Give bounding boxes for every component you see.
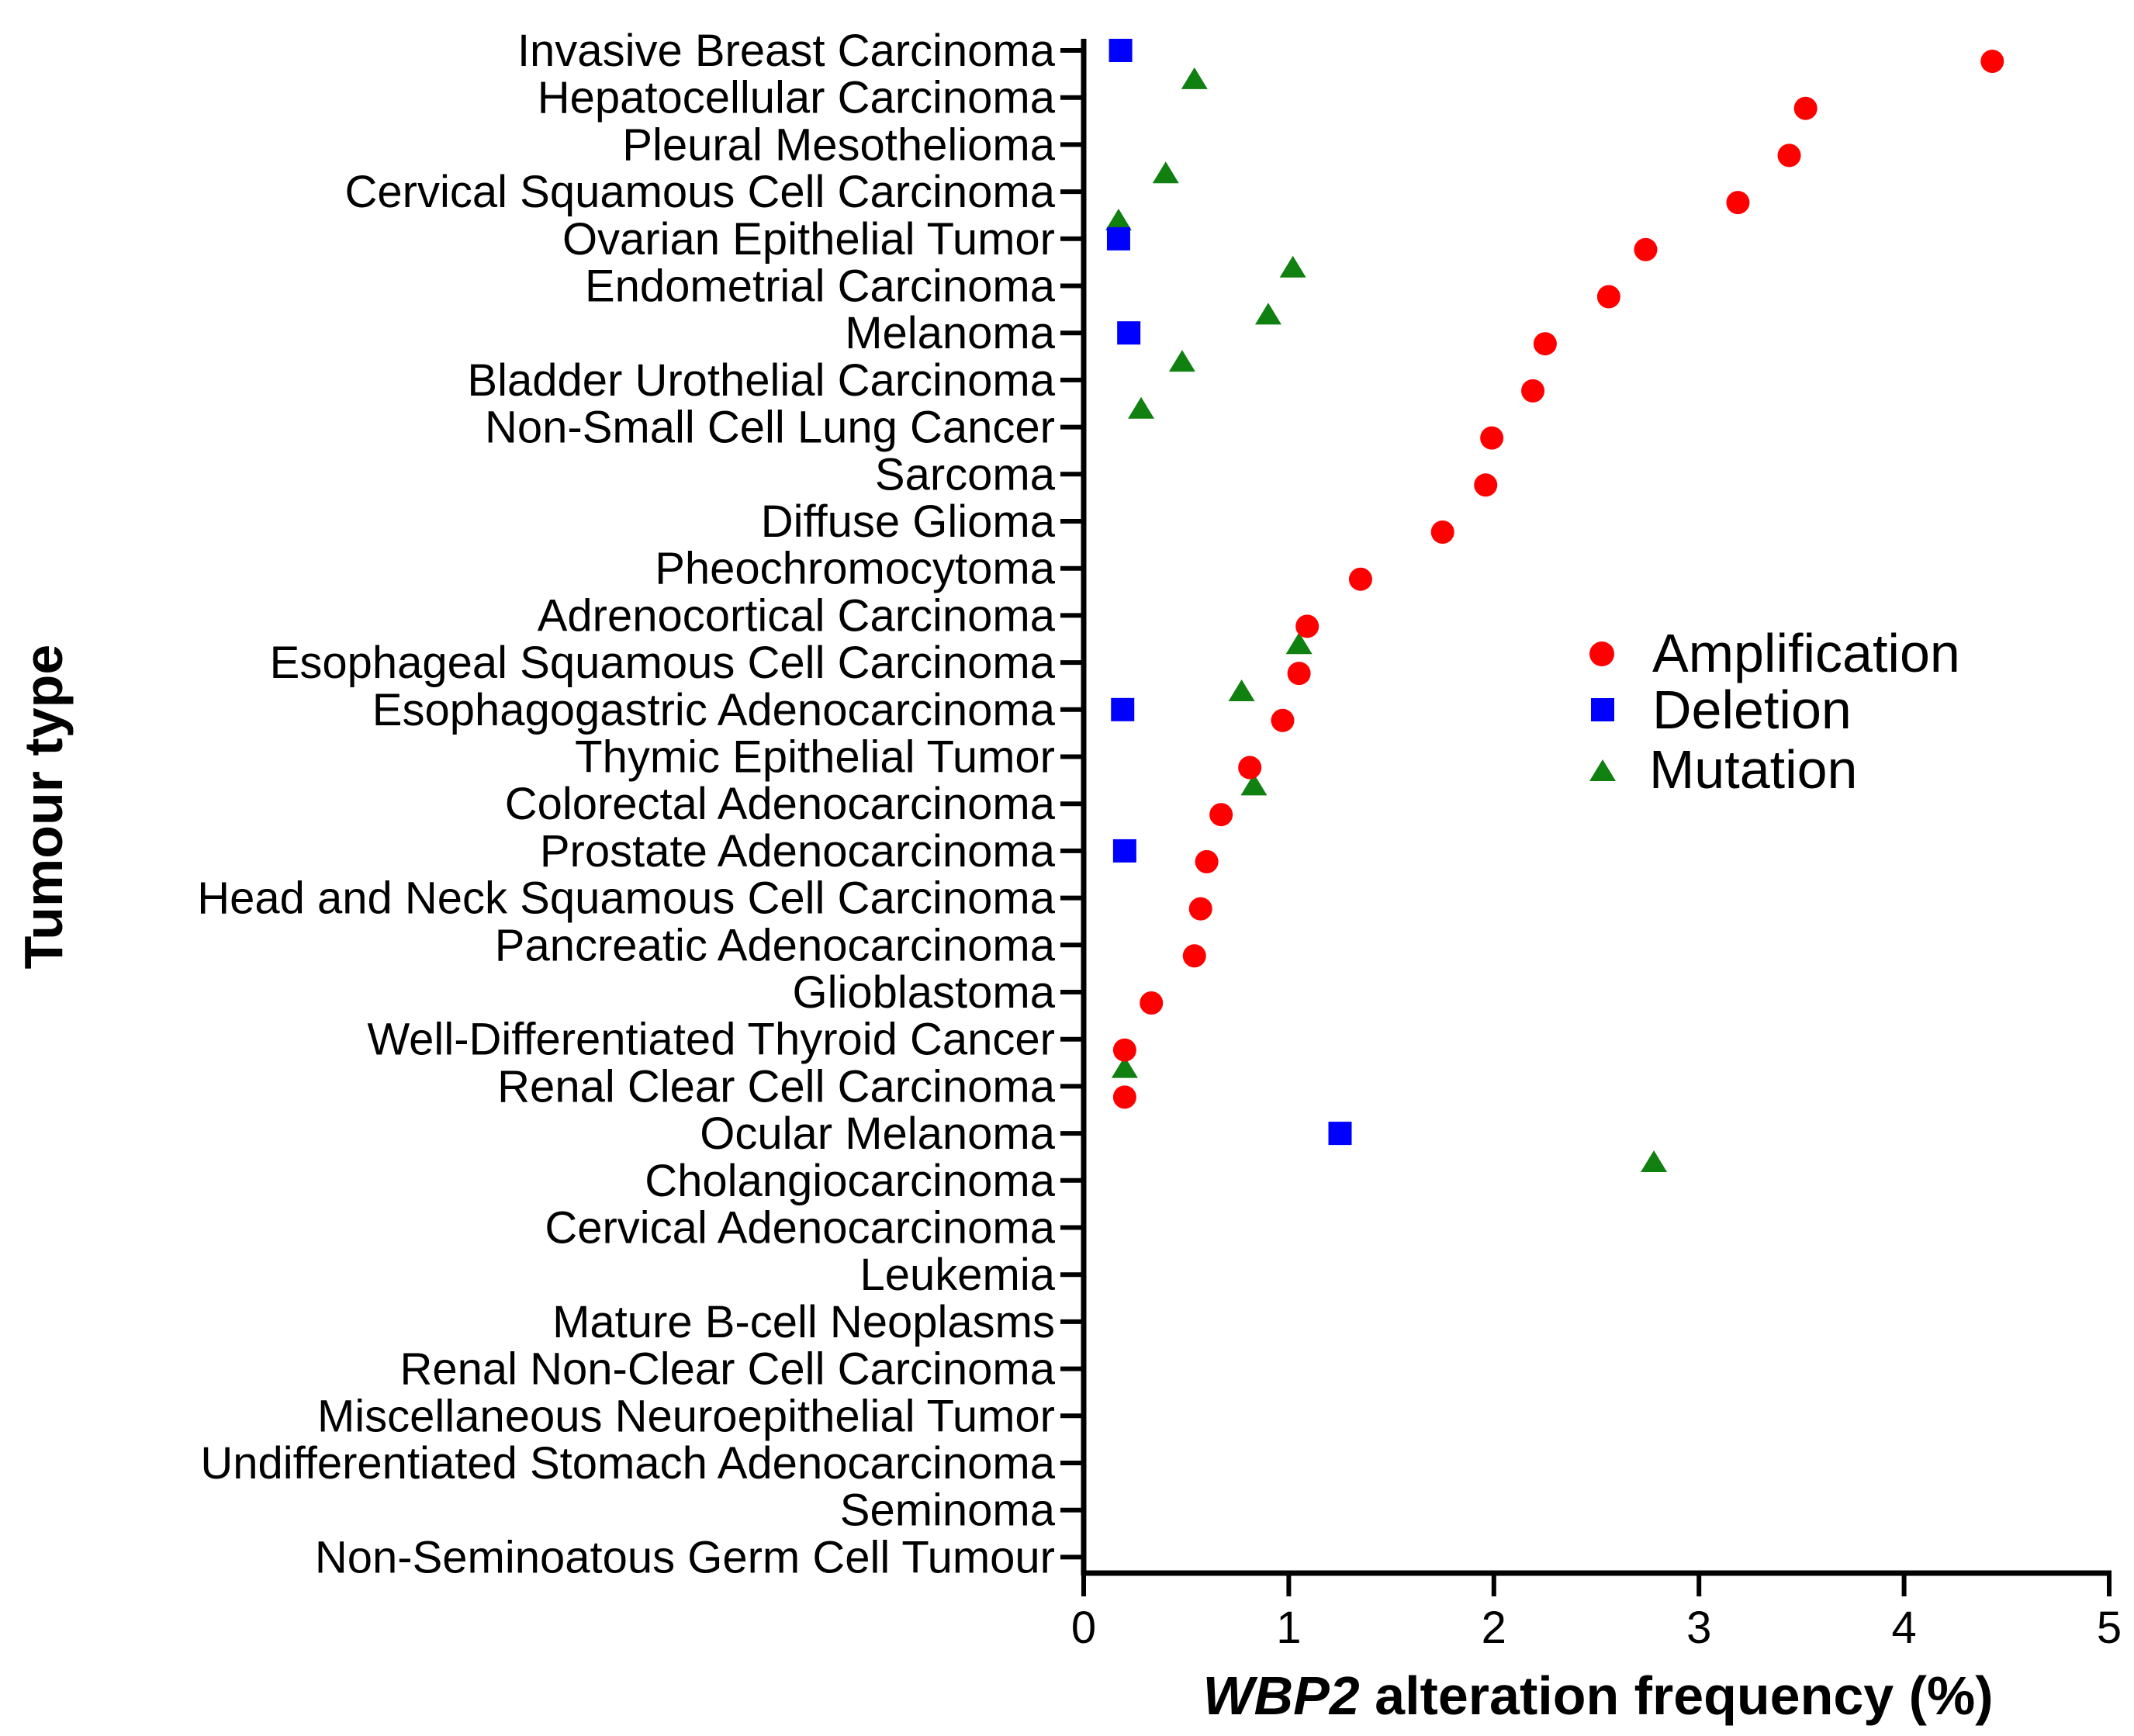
- mutation-point: [1254, 303, 1281, 325]
- y-tick-label: Non-Seminoatous Germ Cell Tumour: [315, 1532, 1055, 1582]
- legend-amplification-marker: [1589, 641, 1614, 666]
- mutation-point: [1228, 680, 1255, 701]
- y-tick-label: Undifferentiated Stomach Adenocarcinoma: [200, 1438, 1055, 1489]
- y-tick-label: Non-Small Cell Lung Cancer: [485, 403, 1055, 453]
- mutation-point: [1152, 161, 1179, 184]
- y-axis-title: Tumour type: [13, 645, 74, 970]
- amplification-point: [1271, 708, 1295, 732]
- amplification-point: [1634, 237, 1658, 261]
- amplification-point: [1777, 144, 1801, 168]
- y-tick-label: Cervical Squamous Cell Carcinoma: [345, 167, 1056, 217]
- amplification-point: [1209, 803, 1233, 827]
- y-tick-label: Seminoma: [840, 1485, 1056, 1536]
- amplification-point: [1140, 991, 1164, 1015]
- y-tick-label: Glioblastoma: [793, 967, 1056, 1018]
- amplification-point: [1112, 1085, 1136, 1109]
- y-tick-label: Pleural Mesothelioma: [622, 119, 1055, 170]
- deletion-point: [1328, 1122, 1352, 1146]
- x-tick-label: 0: [1071, 1603, 1096, 1653]
- y-tick-label: Colorectal Adenocarcinoma: [505, 779, 1056, 829]
- deletion-point: [1106, 227, 1130, 251]
- y-tick-label: Invasive Breast Carcinoma: [517, 26, 1056, 76]
- y-tick-label: Esophagogastric Adenocarcinoma: [372, 685, 1056, 735]
- legend-mutation-label: Mutation: [1649, 739, 1857, 800]
- mutation-point: [1105, 209, 1132, 230]
- x-axis-tick-labels: 0 1 2 3 4 5: [1071, 1603, 2122, 1653]
- x-axis-title-rest: alteration frequency (%): [1375, 1665, 1993, 1726]
- deletion-point: [1112, 839, 1136, 863]
- y-tick-label: Miscellaneous Neuroepithelial Tumor: [317, 1391, 1055, 1441]
- y-tick-label: Bladder Urothelial Carcinoma: [467, 355, 1055, 406]
- amplification-point: [1596, 285, 1620, 309]
- y-tick-label: Ocular Melanoma: [700, 1108, 1055, 1159]
- y-tick-label: Sarcoma: [875, 449, 1056, 500]
- deletion-point: [1117, 321, 1141, 345]
- y-axis-ticks: [1060, 48, 1086, 1560]
- y-tick-label: Mature B-cell Neoplasms: [552, 1297, 1055, 1347]
- y-tick-label: Thymic Epithelial Tumor: [575, 732, 1055, 783]
- mutation-point: [1279, 255, 1306, 278]
- x-axis-title-gene: WBP2: [1202, 1665, 1359, 1726]
- y-tick-label: Esophageal Squamous Cell Carcinoma: [270, 638, 1056, 688]
- legend-deletion-label: Deletion: [1652, 680, 1852, 740]
- data-points: [1105, 39, 2004, 1172]
- mutation-point: [1181, 67, 1208, 89]
- y-tick-label: Renal Non-Clear Cell Carcinoma: [399, 1344, 1055, 1395]
- amplification-point: [1287, 662, 1311, 686]
- y-tick-label: Diffuse Glioma: [761, 496, 1056, 547]
- amplification-point: [1480, 426, 1504, 450]
- legend-mutation-marker: [1589, 759, 1616, 781]
- amplification-point: [1182, 944, 1206, 968]
- amplification-point: [1348, 567, 1372, 591]
- mutation-point: [1240, 773, 1268, 796]
- legend-amplification-label: Amplification: [1652, 623, 1960, 683]
- y-axis-tick-labels: Invasive Breast CarcinomaHepatocellular …: [197, 26, 1056, 1582]
- x-axis-title: WBP2 alteration frequency (%): [1202, 1665, 1993, 1726]
- y-tick-label: Pancreatic Adenocarcinoma: [495, 920, 1056, 970]
- amplification-point: [1521, 379, 1545, 403]
- y-tick-label: Cholangiocarcinoma: [645, 1156, 1055, 1206]
- y-tick-label: Cervical Adenocarcinoma: [545, 1203, 1055, 1254]
- legend: Amplification Deletion Mutation: [1589, 623, 1960, 800]
- y-tick-label: Prostate Adenocarcinoma: [540, 826, 1056, 877]
- y-tick-label: Pheochromocytoma: [655, 544, 1056, 594]
- amplification-point: [1238, 756, 1262, 780]
- amplification-point: [1295, 614, 1319, 638]
- amplification-point: [1793, 96, 1818, 120]
- amplification-point: [1112, 1038, 1136, 1062]
- amplification-point: [1474, 473, 1498, 497]
- y-tick-label: Endometrial Carcinoma: [585, 261, 1056, 312]
- y-tick-label: Adrenocortical Carcinoma: [538, 590, 1056, 641]
- deletion-point: [1111, 697, 1135, 721]
- amplification-point: [1533, 332, 1557, 356]
- x-axis-ticks: [1081, 1571, 2112, 1596]
- y-tick-label: Ovarian Epithelial Tumor: [562, 214, 1055, 265]
- legend-deletion-marker: [1591, 698, 1614, 721]
- y-tick-label: Head and Neck Squamous Cell Carcinoma: [197, 873, 1056, 924]
- x-axis-title-text: [1360, 1665, 1375, 1726]
- y-tick-label: Hepatocellular Carcinoma: [538, 73, 1056, 123]
- mutation-point: [1128, 396, 1155, 419]
- y-tick-label: Renal Clear Cell Carcinoma: [497, 1061, 1056, 1112]
- amplification-point: [1188, 897, 1212, 921]
- x-tick-label: 3: [1686, 1603, 1711, 1653]
- y-tick-label: Well-Differentiated Thyroid Cancer: [367, 1015, 1055, 1065]
- mutation-point: [1168, 350, 1195, 372]
- amplification-point: [1430, 520, 1454, 544]
- x-tick-label: 5: [2097, 1603, 2122, 1653]
- mutation-point: [1285, 632, 1313, 655]
- x-tick-label: 4: [1891, 1603, 1916, 1653]
- deletion-point: [1109, 39, 1133, 62]
- amplification-point: [1726, 191, 1750, 215]
- x-tick-label: 1: [1276, 1603, 1301, 1653]
- y-tick-label: Leukemia: [860, 1250, 1056, 1300]
- amplification-point: [1195, 849, 1219, 873]
- y-tick-label: Melanoma: [845, 308, 1056, 358]
- mutation-point: [1641, 1150, 1668, 1172]
- amplification-point: [1980, 50, 2004, 73]
- x-tick-label: 2: [1482, 1603, 1506, 1653]
- mutation-point: [1111, 1056, 1138, 1078]
